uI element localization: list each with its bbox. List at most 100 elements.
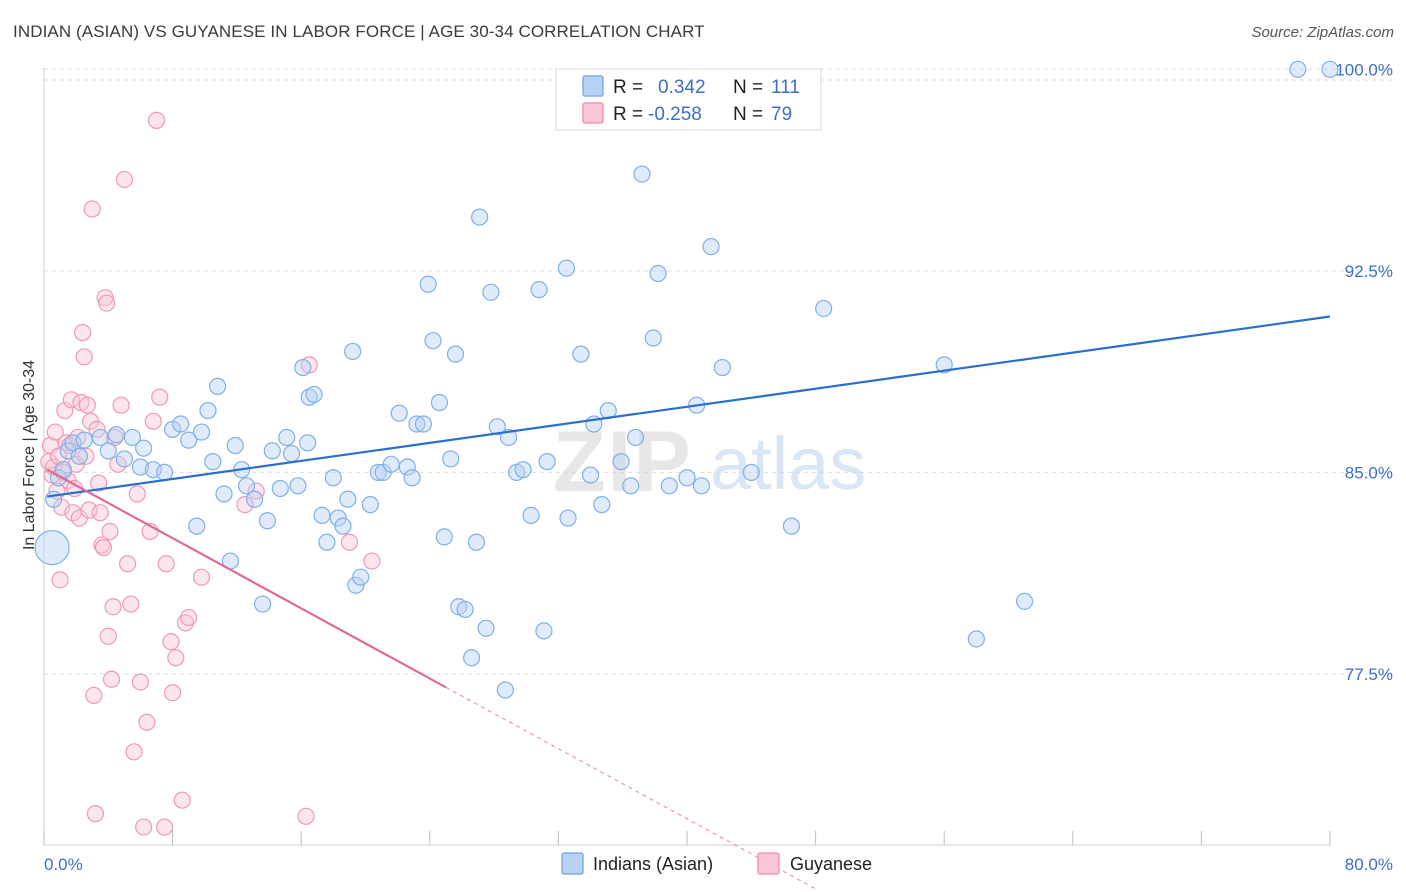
indians-asian-points — [34, 60, 1339, 699]
series-legend-swatch-guyanese — [757, 852, 780, 875]
series-legend: Indians (Asian) Guyanese — [561, 852, 872, 875]
guyanese-point — [236, 496, 254, 514]
guyanese-point — [112, 396, 130, 414]
indians-asian-point — [633, 165, 651, 183]
indians-asian-point — [115, 450, 133, 468]
legend-r-value-2: -0.258 — [648, 104, 702, 125]
indians-asian-point — [742, 463, 760, 481]
indians-asian-point — [692, 477, 711, 495]
guyanese-point — [340, 533, 359, 551]
guyanese-point — [75, 348, 93, 366]
trendlines — [46, 315, 1331, 890]
indians-asian-point — [477, 619, 495, 637]
guyanese-point — [157, 555, 175, 573]
indians-asian-point — [446, 345, 465, 363]
indians-asian-point — [382, 455, 400, 473]
watermark: ZIP atlas — [553, 414, 866, 510]
indians-asian-point — [462, 649, 481, 667]
indians-asian-point — [702, 238, 720, 256]
series-legend-label-guyanese: Guyanese — [790, 854, 872, 874]
guyanese-point — [118, 555, 137, 573]
indians-asian-point — [496, 681, 514, 699]
y-tick-label-0: 77.5% — [1345, 665, 1393, 684]
indians-asian-point — [390, 404, 408, 422]
guyanese-point — [73, 324, 92, 342]
guyanese-point — [125, 743, 143, 761]
indians-asian-point — [782, 517, 801, 535]
guyanese-point — [155, 818, 174, 836]
indians-asian-point — [471, 208, 489, 226]
indians-asian-point — [626, 428, 645, 447]
indians-asian-point — [398, 458, 416, 476]
indians-asian-point — [581, 466, 600, 484]
indians-asian-point — [612, 453, 630, 471]
guyanese-point — [51, 571, 69, 589]
legend-r-label-1: R = — [613, 77, 643, 98]
indians-asian-point — [123, 428, 142, 447]
indians-asian-point — [593, 496, 611, 514]
guyanese-point — [363, 552, 381, 570]
indians-asian-point — [70, 447, 88, 465]
guyanese-point — [102, 670, 121, 688]
axes — [43, 68, 1331, 846]
guyanese-point — [131, 673, 150, 691]
legend-n-label-2: N = — [733, 104, 763, 125]
indians-asian-point — [678, 469, 696, 487]
indians-asian-point — [1015, 592, 1034, 610]
indians-asian-point — [482, 283, 500, 301]
source-label: Source: ZipAtlas.com — [1251, 24, 1394, 41]
indians-asian-point — [1321, 60, 1339, 78]
indians-asian-point — [414, 415, 432, 433]
guyanese-point — [85, 686, 103, 705]
guyanese-point — [78, 396, 97, 414]
indians-asian-point — [572, 345, 590, 363]
y-axis-label: In Labor Force | Age 30-34 — [21, 360, 38, 550]
indians-asian-point — [282, 444, 301, 463]
indians-asian-point — [99, 442, 117, 460]
chart-title: INDIAN (ASIAN) VS GUYANESE IN LABOR FORC… — [13, 22, 705, 41]
guyanese-point — [62, 391, 80, 409]
indians-asian-point — [131, 458, 150, 476]
x-tick-label-1: 80.0% — [1345, 855, 1393, 874]
indians-asian-point — [369, 463, 387, 481]
guyanese-point — [173, 791, 191, 809]
legend-n-value-1: 111 — [771, 77, 800, 98]
y-tick-label-3: 100.0% — [1335, 60, 1393, 79]
indians-asian-point — [649, 264, 667, 283]
guyanese-point — [46, 423, 64, 441]
indians-asian-point — [967, 630, 985, 648]
guyanese-point — [98, 294, 116, 312]
legend-r-label-2: R = — [613, 104, 643, 125]
indians-asian-point — [172, 415, 190, 433]
legend-n-value-2: 79 — [771, 104, 792, 125]
indians-asian-point — [135, 439, 153, 457]
indians-asian-point — [289, 477, 307, 495]
indians-asian-point — [59, 442, 77, 460]
guyanese-points — [40, 111, 381, 836]
guyanese-point — [115, 170, 133, 189]
indians-asian-point — [344, 342, 362, 361]
indians-asian-point — [644, 329, 662, 347]
indians-asian-point — [144, 461, 162, 479]
indians-asian-point — [442, 450, 460, 468]
legend-swatch-pink — [582, 102, 604, 124]
indians-asian-point — [538, 453, 556, 471]
indians-asian-point — [557, 259, 576, 277]
guyanese-point — [128, 485, 146, 503]
indians-asian-point — [278, 428, 296, 447]
indians-asian-point — [935, 356, 953, 374]
x-tick-label-0: 0.0% — [44, 855, 83, 874]
indians-asian-point — [324, 469, 342, 487]
indians-asian-point — [155, 463, 174, 481]
indians-asian-point — [522, 506, 540, 524]
indians-asian-point — [294, 358, 312, 377]
guyanese-point — [86, 805, 105, 823]
indians-asian-point — [271, 479, 289, 498]
indians-asian-point — [318, 533, 336, 551]
indians-asian-point — [530, 281, 548, 299]
indians-asian-point — [352, 568, 370, 586]
guyanese-point — [56, 401, 74, 420]
guyanese-point — [147, 111, 166, 129]
series-legend-label-indians: Indians (Asian) — [593, 854, 713, 874]
